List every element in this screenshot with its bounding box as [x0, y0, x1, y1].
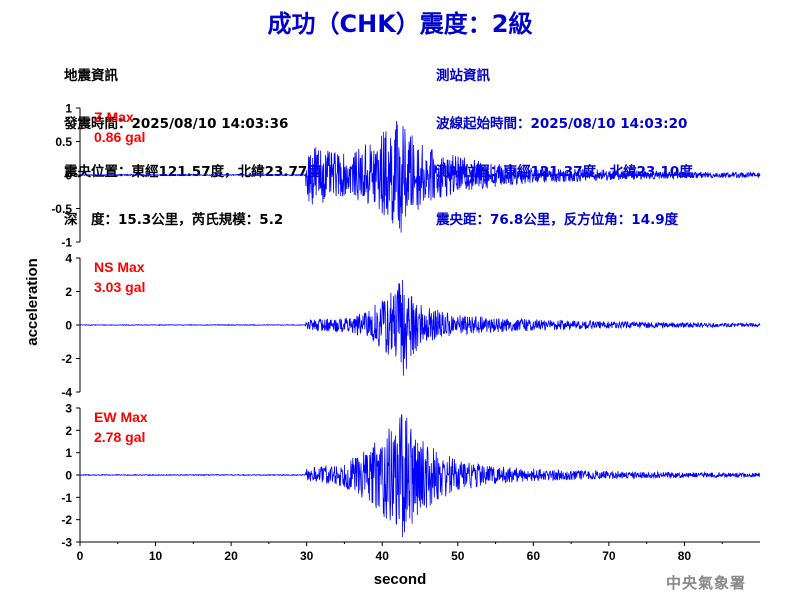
station-info-header: 測站資訊 [436, 68, 490, 84]
z-y-tick-label: -0.5 [51, 202, 72, 216]
x-tick-label: 10 [149, 549, 163, 563]
ew-y-tick-label: 0 [65, 469, 72, 483]
x-tick-label: 0 [77, 549, 84, 563]
ew-y-tick-label: -1 [61, 491, 72, 505]
depth-magnitude: 深 度：15.3公里，芮氏規模：5.2 [64, 212, 284, 228]
ew-y-tick-label: 2 [65, 424, 72, 438]
z-max-label: Z Max [94, 109, 134, 125]
chart-title: 成功（CHK）震度：2級 [267, 10, 533, 38]
z-y-tick-label: -1 [61, 236, 72, 250]
x-tick-label: 20 [224, 549, 238, 563]
ew-y-tick-label: -2 [61, 513, 72, 527]
ew-max-value: 2.78 gal [94, 429, 145, 445]
z-y-tick-label: 1 [65, 102, 72, 116]
station-info: 測站資訊 波線起始時間：2025/08/10 14:03:20 測站位置：東經1… [436, 36, 693, 244]
z-y-tick-label: 0.5 [55, 135, 72, 149]
x-tick-label: 30 [300, 549, 314, 563]
x-tick-label: 60 [527, 549, 541, 563]
x-axis-label: second [374, 571, 427, 588]
ew-max-label: EW Max [94, 409, 148, 425]
ns-max-label: NS Max [94, 259, 145, 275]
z-waveform [79, 120, 761, 233]
ew-y-tick-label: 1 [65, 446, 72, 460]
waveform-start-time: 波線起始時間：2025/08/10 14:03:20 [436, 116, 688, 132]
event-info-header: 地震資訊 [64, 68, 118, 84]
ew-y-tick-label: 3 [65, 402, 72, 416]
x-tick-label: 50 [451, 549, 465, 563]
x-tick-label: 70 [602, 549, 616, 563]
y-axis-label: acceleration [24, 258, 41, 346]
ns-waveform [79, 279, 761, 376]
ns-y-tick-label: 2 [65, 285, 72, 299]
origin-time: 發震時間：2025/08/10 14:03:36 [64, 116, 289, 132]
x-tick-label: 40 [376, 549, 390, 563]
ns-max-value: 3.03 gal [94, 279, 145, 295]
ns-y-tick-label: -2 [61, 352, 72, 366]
credit-label: 中央氣象署 [665, 574, 746, 592]
event-info: 地震資訊 發震時間：2025/08/10 14:03:36 震央位置：東經121… [64, 36, 321, 244]
ns-y-tick-label: 4 [65, 252, 72, 266]
ew-y-tick-label: -3 [61, 536, 72, 550]
ns-y-tick-label: 0 [65, 319, 72, 333]
x-tick-label: 80 [678, 549, 692, 563]
z-max-value: 0.86 gal [94, 129, 145, 145]
ew-waveform [79, 413, 761, 538]
z-y-tick-label: 0 [65, 169, 72, 183]
distance-azimuth: 震央距：76.8公里，反方位角：14.9度 [436, 212, 679, 228]
ns-y-tick-label: -4 [61, 386, 72, 400]
